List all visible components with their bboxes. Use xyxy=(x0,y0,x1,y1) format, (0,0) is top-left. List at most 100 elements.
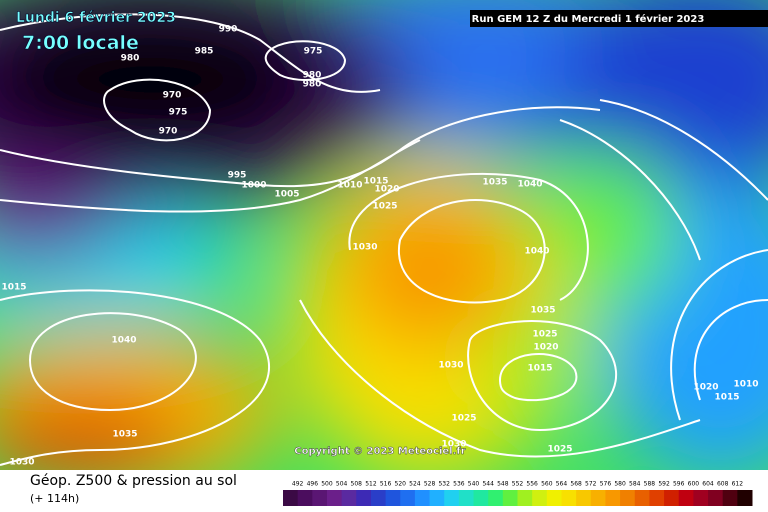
colorbar-label: 580 xyxy=(614,481,626,488)
colorbar-label: 508 xyxy=(351,481,363,488)
isobar-label: 970 xyxy=(159,127,178,137)
colorbar-swatch xyxy=(458,490,475,506)
isobar-label: 1025 xyxy=(451,414,476,424)
isobar-label: 1020 xyxy=(374,185,399,195)
colorbar-label: 512 xyxy=(365,481,377,488)
colorbar-swatch xyxy=(444,490,460,506)
colorbar-swatch xyxy=(414,490,431,506)
run-info: Run GEM 12 Z du Mercredi 1 février 2023 xyxy=(472,13,705,25)
colorbar-label: 500 xyxy=(321,481,333,488)
isobar xyxy=(348,172,589,301)
isobar xyxy=(0,139,421,213)
isobar-label: 1025 xyxy=(547,445,572,455)
colorbar-swatch xyxy=(532,490,548,506)
colorbar-label: 520 xyxy=(395,481,407,488)
lead-time: (+ 114h) xyxy=(30,492,79,505)
isobar-label: 1030 xyxy=(9,458,34,468)
isobar-label: 1005 xyxy=(274,190,299,200)
isobar-label: 1010 xyxy=(337,181,362,191)
isobar-label: 1010 xyxy=(733,380,758,390)
colorbar-label: 600 xyxy=(688,481,700,488)
map-field xyxy=(0,0,768,470)
colorbar-swatch xyxy=(502,490,518,506)
isobar-label: 1015 xyxy=(1,283,26,293)
isobar xyxy=(559,99,768,261)
colorbar-swatch xyxy=(722,490,738,506)
colorbar-swatch xyxy=(370,490,387,506)
colorbar-swatch xyxy=(400,490,416,506)
colorbar-label: 592 xyxy=(658,481,670,488)
colorbar-label: 596 xyxy=(673,481,685,488)
forecast-date: Lundi 6 février 2023 xyxy=(16,10,176,26)
isobar-label: 985 xyxy=(195,47,214,57)
colorbar-swatch xyxy=(473,490,489,506)
colorbar-swatch xyxy=(620,490,636,506)
colorbar-swatch xyxy=(341,490,357,506)
colorbar-label: 604 xyxy=(702,481,714,488)
isobar-label: 1020 xyxy=(693,383,718,393)
isobar-label: 1030 xyxy=(441,440,466,450)
isobar xyxy=(103,78,212,142)
isobar-label: 990 xyxy=(219,25,238,35)
colorbar-swatch xyxy=(356,490,372,506)
isobar xyxy=(670,249,768,421)
colorbar-label: 536 xyxy=(453,481,465,488)
isobar-label: 1035 xyxy=(482,178,507,188)
colorbar-label: 492 xyxy=(292,481,304,488)
colorbar-label: 504 xyxy=(336,481,348,488)
colorbar-swatch xyxy=(634,490,650,506)
colorbar-swatch xyxy=(546,490,562,506)
isobar xyxy=(0,106,601,188)
isobar-label: 970 xyxy=(163,91,182,101)
isobar xyxy=(397,199,546,304)
colorbar-swatch xyxy=(737,490,753,506)
copyright: Copyright © 2023 Meteociel.fr xyxy=(294,446,465,457)
colorbar-swatch xyxy=(297,490,313,506)
colorbar-swatch xyxy=(488,490,504,506)
colorbar-swatch xyxy=(590,490,606,506)
colorbar-swatch xyxy=(385,490,401,506)
isobar-label: 1015 xyxy=(527,364,552,374)
colorbar-label: 576 xyxy=(600,481,612,488)
colorbar-label: 524 xyxy=(409,481,421,488)
colorbar-swatch xyxy=(429,490,445,506)
isobar xyxy=(264,40,347,81)
colorbar-label: 496 xyxy=(307,481,319,488)
colorbar-swatch xyxy=(693,490,709,506)
isobar-label: 1015 xyxy=(714,393,739,403)
isobar-label: 1025 xyxy=(532,330,557,340)
colorbar-label: 532 xyxy=(438,481,450,488)
colorbar-label: 612 xyxy=(732,481,744,488)
colorbar-label: 608 xyxy=(717,481,729,488)
isobar-label: 975 xyxy=(169,108,188,118)
colorbar-label: 588 xyxy=(644,481,656,488)
isobar xyxy=(0,13,381,93)
isobar-label: 995 xyxy=(228,171,247,181)
run-banner xyxy=(470,10,768,27)
isobar xyxy=(28,312,197,412)
colorbar-label: 560 xyxy=(541,481,553,488)
colorbar-label: 572 xyxy=(585,481,597,488)
colorbar-swatch xyxy=(649,490,665,506)
isobar-label: 1035 xyxy=(112,430,137,440)
isobar-label: 975 xyxy=(304,47,323,57)
colorbar-swatch xyxy=(312,490,328,506)
isobar-label: 1030 xyxy=(352,243,377,253)
isobar-label: 1015 xyxy=(363,177,388,187)
isobar-label: 1040 xyxy=(517,180,542,190)
colorbar-label: 528 xyxy=(424,481,436,488)
colorbar-swatch xyxy=(576,490,592,506)
colorbar-swatch xyxy=(517,490,533,506)
isobar-label: 1040 xyxy=(524,247,549,257)
isobar-label: 1030 xyxy=(438,361,463,371)
map-title: Géop. Z500 & pression au sol xyxy=(30,473,237,489)
colorbar-label: 544 xyxy=(482,481,494,488)
colorbar-swatch xyxy=(664,490,680,506)
colorbar-label: 552 xyxy=(512,481,524,488)
isobar-label: 1020 xyxy=(533,343,558,353)
colorbar-label: 568 xyxy=(570,481,582,488)
colorbar-label: 584 xyxy=(629,481,641,488)
colorbar-label: 516 xyxy=(380,481,392,488)
colorbar-label: 548 xyxy=(497,481,509,488)
